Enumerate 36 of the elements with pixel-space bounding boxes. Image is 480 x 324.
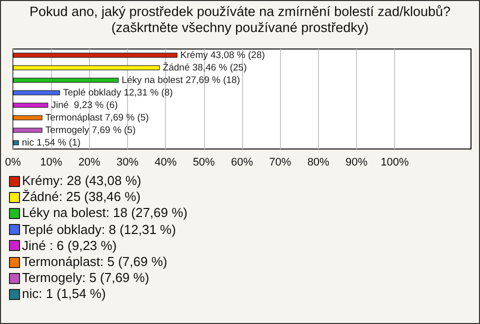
bar <box>13 52 178 58</box>
bar <box>13 115 42 120</box>
data-label: Krémy 43,08 % (28) <box>180 50 265 61</box>
bar <box>13 78 119 83</box>
bar <box>13 102 48 108</box>
text: Teplé obklady: 8 (12,31 %) <box>22 222 176 238</box>
bar <box>13 140 19 146</box>
text: Jiné : 6 (9,23 %) <box>22 238 117 254</box>
text: Krémy: 28 (43,08 %) <box>22 173 142 190</box>
text: Termonáplast: 5 (7,69 %) <box>22 254 168 270</box>
x-tick-label: 40% <box>154 156 177 168</box>
x-tick-label: 0% <box>5 156 22 168</box>
data-label: Jiné 9,23 % (6) <box>51 100 118 111</box>
text: nic: 1 (1,54 %) <box>22 286 106 303</box>
x-tick-label: 70% <box>269 156 292 168</box>
text: Léky na bolest: 18 (27,69 %) <box>22 205 188 222</box>
chart-title: Pokud ano, jaký prostředek používáte na zmírnění bolestí zad/kloubů? (zaškrtněte všechny používané prostředky) <box>28 4 452 36</box>
data-label: Termonáplast 7,69 % (5) <box>45 112 149 124</box>
data-label: nic 1,54 % (1) <box>22 137 81 148</box>
x-tick-label: 50% <box>192 156 216 168</box>
bar <box>13 90 60 96</box>
bar <box>13 65 160 70</box>
bar <box>13 128 42 133</box>
x-tick-label: 20% <box>78 156 101 168</box>
x-tick-label: 10% <box>40 156 62 168</box>
x-tick-label: 80% <box>307 156 330 168</box>
text: Termogely: 5 (7,69 %) <box>22 270 150 286</box>
x-tick-label: 100% <box>380 156 409 168</box>
data-label: Teplé obklady 12,31 % (8) <box>62 87 173 98</box>
data-label: Žádné 38,46 % (25) <box>162 61 247 74</box>
x-tick-label: 90% <box>345 156 368 168</box>
data-label: Léky na bolest 27,69 % (18) <box>122 74 240 86</box>
x-tick-label: 30% <box>116 156 139 168</box>
data-label: Termogely 7,69 % (5) <box>45 124 136 136</box>
x-tick-label: 60% <box>230 156 254 168</box>
text: Žádné: 25 (38,46 %) <box>22 189 141 206</box>
